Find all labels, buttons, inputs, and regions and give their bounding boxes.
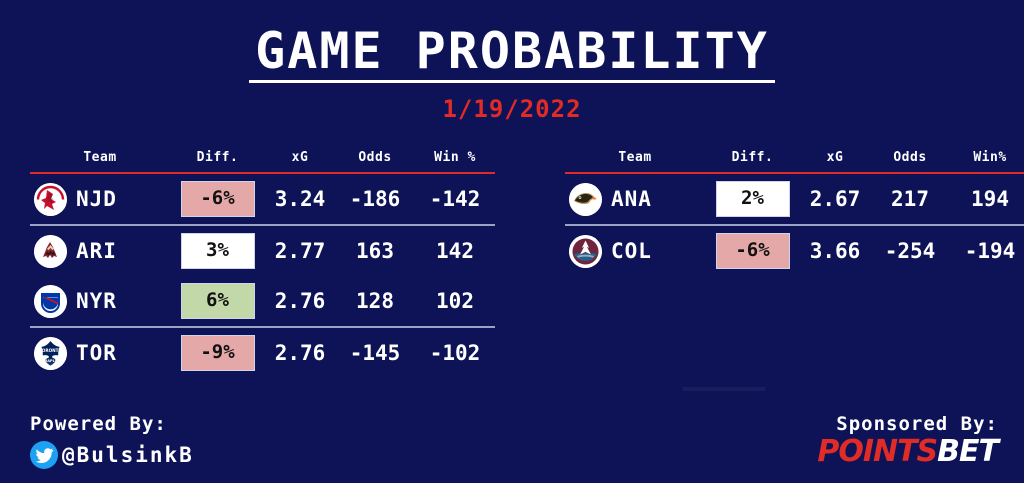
team-abbr: NYR <box>76 289 117 313</box>
diff-cell: -6% <box>705 225 800 276</box>
powered-by-block: Powered By: @BulsinkB <box>30 413 194 469</box>
pointsbet-logo-points: POINTS <box>817 434 938 469</box>
xg-cell: 2.77 <box>274 239 326 263</box>
column-header-team: Team <box>83 150 117 165</box>
win-cell: -142 <box>429 187 481 211</box>
table-row: NYR 6% 2.76 128 102 <box>30 276 495 327</box>
background-artifact <box>683 387 765 391</box>
team-abbr: ARI <box>76 239 117 263</box>
diff-badge: -6% <box>180 181 255 217</box>
column-header-diff: Diff. <box>731 150 774 165</box>
odds-cell: 217 <box>891 187 929 211</box>
team-cell: NJD <box>30 173 170 225</box>
team-abbr: NJD <box>76 187 117 211</box>
column-header-team: Team <box>618 150 652 165</box>
odds-cell: 128 <box>356 289 394 313</box>
diff-badge: -6% <box>715 233 790 269</box>
diff-cell: 6% <box>170 276 265 327</box>
table-row: TORONTO MAPLE TOR -9% 2.76 -145 <box>30 327 495 378</box>
table-row: ANA 2% 2.67 217 194 <box>565 173 1024 225</box>
page-title: GAME PROBABILITY <box>249 0 775 83</box>
tor-logo-icon: TORONTO MAPLE <box>34 336 67 370</box>
sponsored-by-label: Sponsored By: <box>836 413 998 435</box>
header: GAME PROBABILITY 1/19/2022 <box>0 0 1024 123</box>
diff-cell: -9% <box>170 327 265 378</box>
diff-badge: 3% <box>180 233 255 269</box>
table-header-left: Team Diff. xG Odds Win % <box>30 150 495 173</box>
ana-logo-icon <box>569 182 602 216</box>
odds-cell: -186 <box>349 187 401 211</box>
table-body-left: NJD -6% 3.24 -186 -142 <box>30 173 495 378</box>
win-cell: 142 <box>436 239 474 263</box>
diff-badge: 2% <box>715 181 790 217</box>
column-header-win: Win% <box>973 150 1007 165</box>
diff-cell: -6% <box>170 173 265 225</box>
xg-cell: 3.24 <box>274 187 326 211</box>
nyr-logo-icon <box>34 284 67 318</box>
team-abbr: ANA <box>611 187 652 211</box>
diff-cell: 3% <box>170 225 265 276</box>
win-cell: 102 <box>436 289 474 313</box>
game-table-left: Team Diff. xG Odds Win % <box>30 150 495 378</box>
team-cell: COL <box>565 225 705 276</box>
column-header-diff: Diff. <box>196 150 239 165</box>
sponsored-by-block: Sponsored By: POINTSBET <box>817 413 999 469</box>
table-row: ARI 3% 2.77 163 142 <box>30 225 495 276</box>
team-cell: NYR <box>30 276 170 327</box>
odds-cell: -145 <box>349 341 401 365</box>
team-abbr: TOR <box>76 341 117 365</box>
njd-logo-icon <box>34 182 67 216</box>
win-cell: -194 <box>964 239 1016 263</box>
table-row: NJD -6% 3.24 -186 -142 <box>30 173 495 225</box>
team-abbr: COL <box>611 239 652 263</box>
twitter-handle-row[interactable]: @BulsinkB <box>30 441 194 469</box>
win-cell: 194 <box>971 187 1009 211</box>
odds-cell: -254 <box>884 239 936 263</box>
pointsbet-logo[interactable]: POINTSBET <box>817 434 999 469</box>
xg-cell: 2.76 <box>274 289 326 313</box>
table-header-right: Team Diff. xG Odds Win% <box>565 150 1024 173</box>
diff-badge: 6% <box>180 283 255 319</box>
table-body-right: ANA 2% 2.67 217 194 <box>565 173 1024 276</box>
tables-container: Team Diff. xG Odds Win % <box>0 150 1024 378</box>
column-header-odds: Odds <box>893 150 927 165</box>
col-logo-icon <box>569 234 602 268</box>
svg-text:MAPLE: MAPLE <box>44 359 58 363</box>
xg-cell: 2.67 <box>809 187 861 211</box>
team-cell: TORONTO MAPLE TOR <box>30 327 170 378</box>
date-label: 1/19/2022 <box>442 95 582 123</box>
column-header-xg: xG <box>826 150 844 165</box>
xg-cell: 3.66 <box>809 239 861 263</box>
odds-cell: 163 <box>356 239 394 263</box>
diff-cell: 2% <box>705 173 800 225</box>
twitter-handle: @BulsinkB <box>62 443 194 467</box>
twitter-bird-icon <box>30 441 58 469</box>
column-header-odds: Odds <box>358 150 392 165</box>
team-cell: ANA <box>565 173 705 225</box>
xg-cell: 2.76 <box>274 341 326 365</box>
team-cell: ARI <box>30 225 170 276</box>
powered-by-label: Powered By: <box>30 413 167 435</box>
pointsbet-logo-bet: BET <box>937 434 999 469</box>
column-header-win: Win % <box>434 150 476 165</box>
ari-logo-icon <box>34 234 67 268</box>
win-cell: -102 <box>429 341 481 365</box>
game-table-right: Team Diff. xG Odds Win% <box>565 150 1024 378</box>
diff-badge: -9% <box>180 335 255 371</box>
svg-text:TORONTO: TORONTO <box>39 348 63 353</box>
column-header-xg: xG <box>291 150 309 165</box>
table-row: COL -6% 3.66 -254 -194 <box>565 225 1024 276</box>
